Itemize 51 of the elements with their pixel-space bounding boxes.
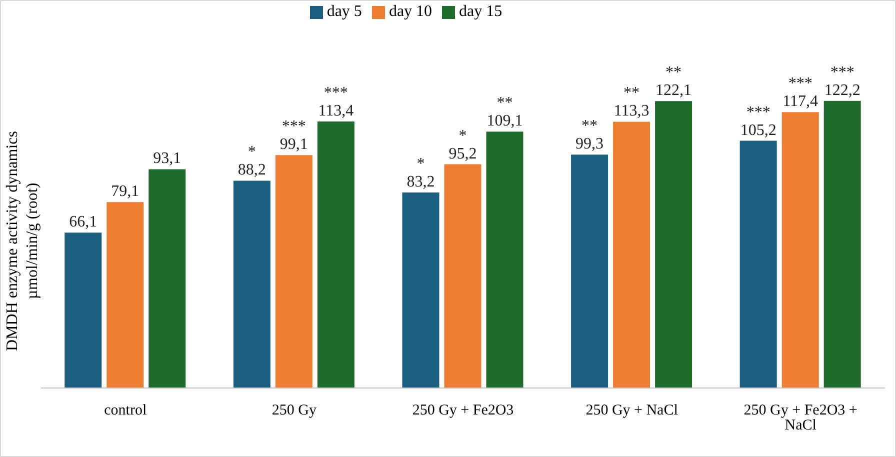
annotation: * [458, 127, 467, 144]
bar [444, 164, 482, 388]
annotation: * [248, 144, 256, 161]
data-label: 113,3 [614, 102, 650, 120]
data-label: 95,2 [448, 145, 477, 162]
bar [613, 122, 650, 388]
annotation: ** [582, 118, 598, 135]
data-label: 122,1 [656, 82, 692, 100]
x-tick-label: 250 Gy + NaCl [586, 402, 678, 419]
data-label: 113,4 [318, 102, 354, 120]
annotation: *** [282, 118, 306, 136]
annotation: * [416, 155, 425, 172]
bar [655, 101, 692, 388]
bar [317, 122, 354, 388]
bar [740, 140, 777, 388]
data-label: 105,2 [740, 122, 776, 139]
bar [64, 232, 102, 388]
text: *** [830, 64, 854, 81]
bar [486, 132, 524, 388]
bar [824, 100, 861, 388]
bar [233, 180, 270, 388]
text: ** [666, 64, 682, 82]
annotation: *** [324, 84, 348, 102]
legend-label: day 10 [388, 3, 432, 20]
data-label: 79,1 [111, 183, 140, 200]
bar [275, 155, 312, 388]
bar [148, 169, 186, 388]
legend-label: day 15 [459, 3, 502, 20]
data-label: 109,1 [486, 112, 523, 130]
data-label: 99,3 [576, 136, 604, 153]
data-label: 117,4 [782, 93, 818, 110]
x-tick-label: 250 Gy + Fe2O3 + NaCl [744, 402, 858, 434]
data-label: 122,2 [824, 82, 860, 99]
x-tick-label: 250 Gy + Fe2O3 [412, 402, 514, 419]
bar [106, 202, 144, 388]
data-label: 88,2 [238, 162, 266, 179]
annotation: *** [746, 104, 770, 121]
data-label: 99,1 [280, 136, 308, 154]
x-tick-label: 250 Gy [272, 402, 317, 419]
legend-label: day 5 [326, 3, 362, 20]
annotation: ** [496, 94, 513, 112]
bar [402, 192, 440, 388]
data-label: 83,2 [406, 173, 435, 190]
text: *** [788, 75, 812, 92]
annotation: ** [624, 84, 640, 102]
bar [571, 154, 608, 388]
x-tick-label: control [104, 402, 147, 419]
bar [782, 112, 819, 388]
data-label: 66,1 [69, 214, 98, 231]
y-axis-title: DMDH enzyme activity dynamics µmol/min/g (root) [4, 131, 41, 351]
data-label: 93,1 [153, 150, 182, 168]
